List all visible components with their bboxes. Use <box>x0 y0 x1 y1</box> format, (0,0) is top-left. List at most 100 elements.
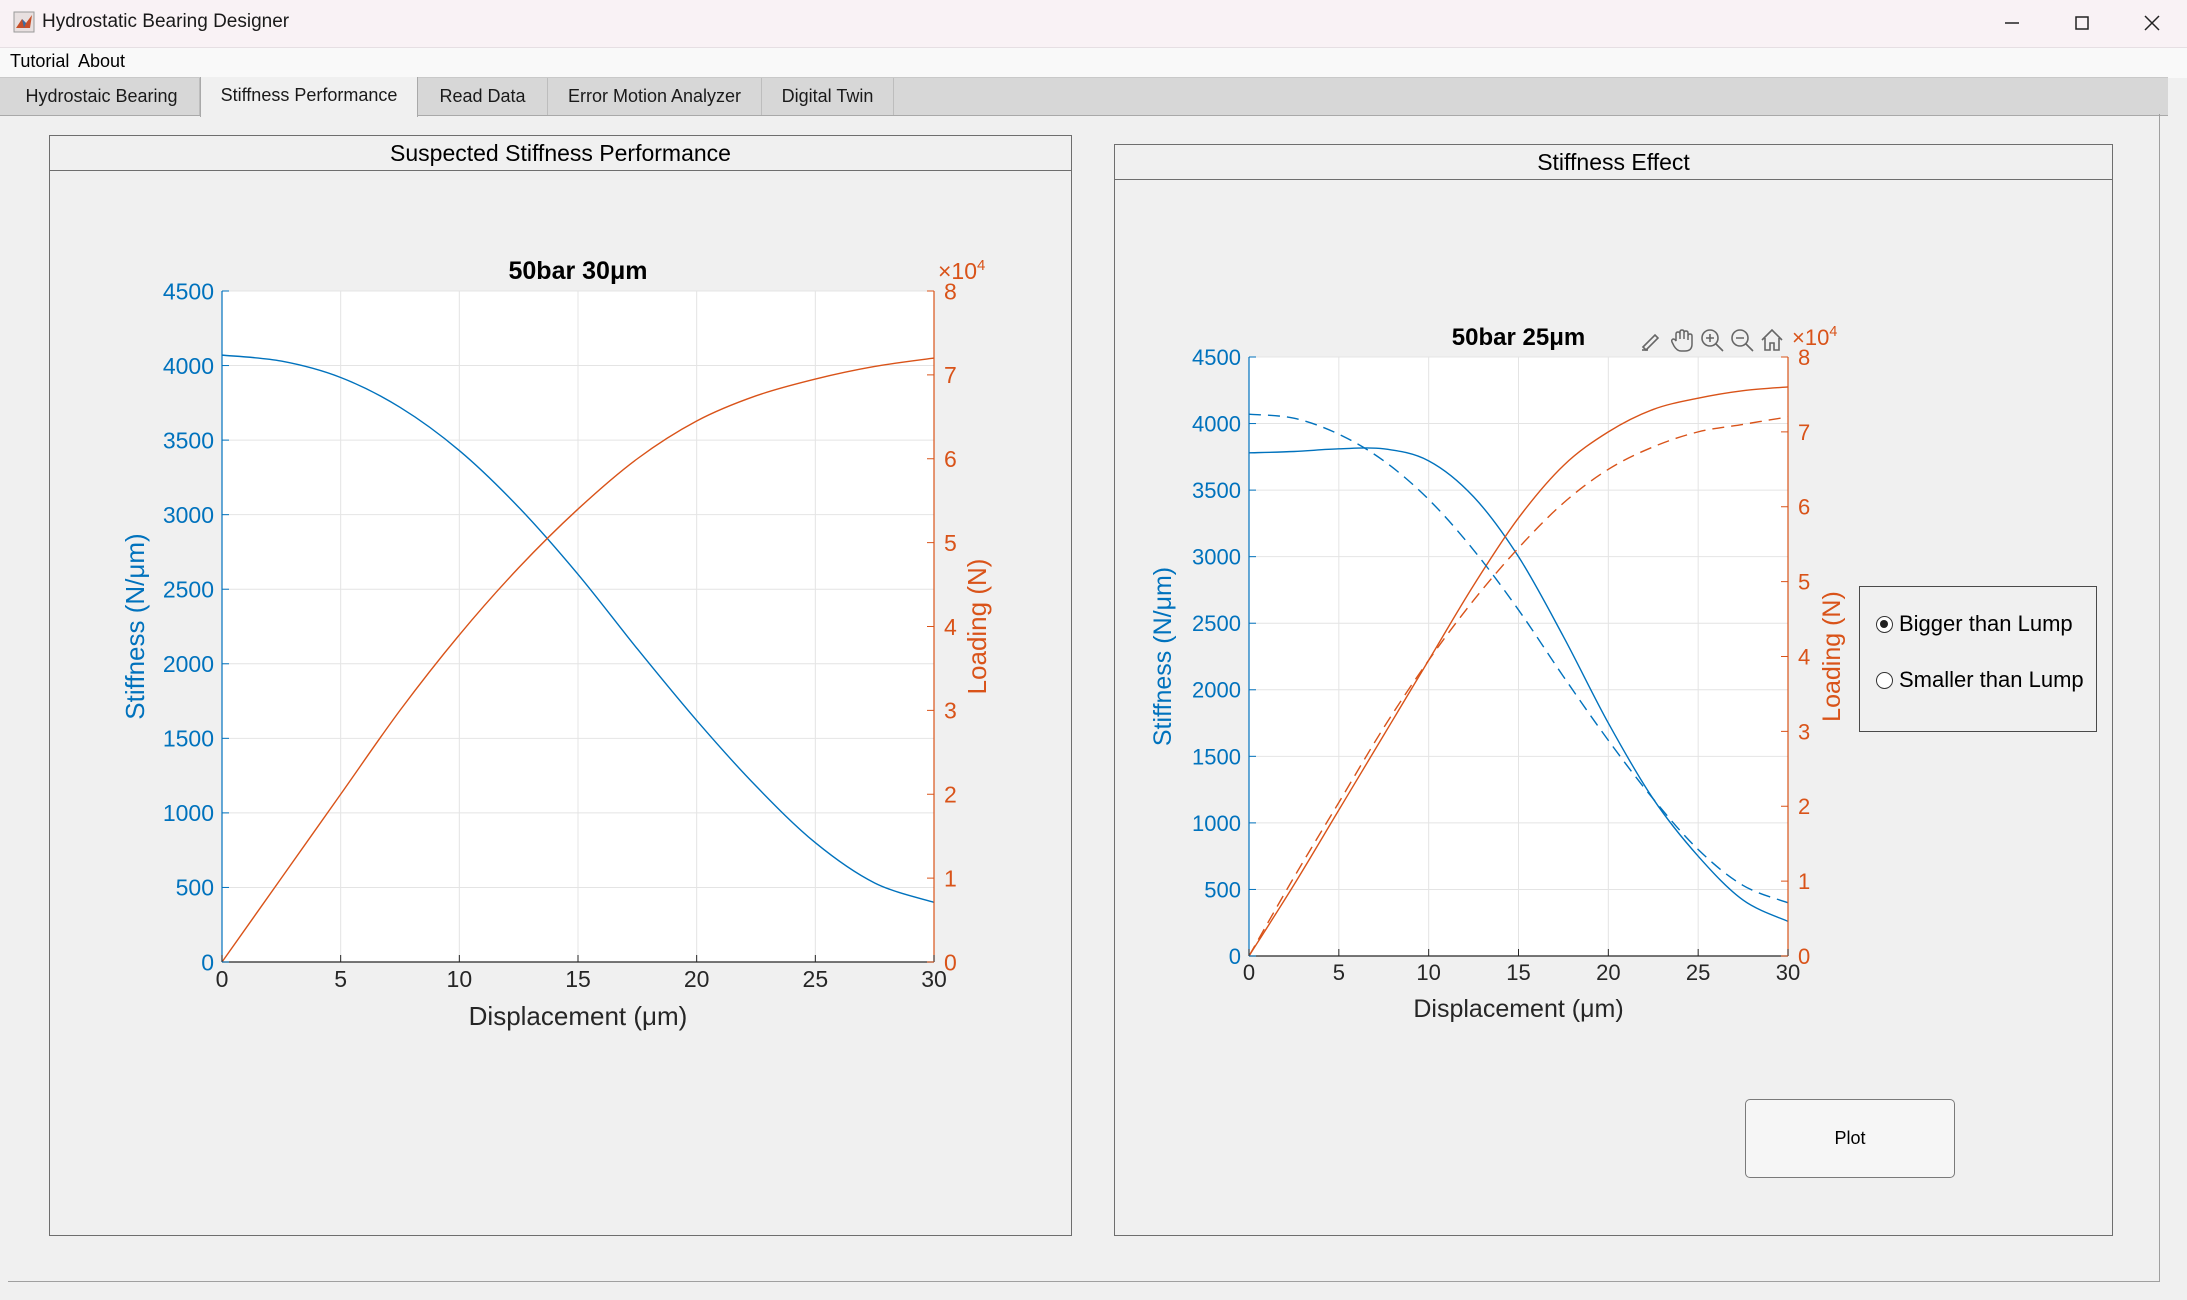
chart-title: 50bar 30μm <box>509 257 648 285</box>
x-tick-label: 25 <box>1686 960 1710 985</box>
tab-digital-twin[interactable]: Digital Twin <box>762 78 894 115</box>
tab-content <box>8 114 2160 1282</box>
left-y-tick-label: 0 <box>201 949 214 975</box>
radio-smaller-than-lump[interactable]: Smaller than Lump <box>1876 667 2084 693</box>
right-y-axis-label: Loading (N) <box>1818 591 1846 722</box>
right-y-tick-label: 0 <box>944 949 957 975</box>
radio-label: Smaller than Lump <box>1899 667 2084 692</box>
right-y-tick-label: 1 <box>944 865 957 891</box>
left-y-tick-label: 3000 <box>163 502 214 528</box>
radio-bigger-than-lump[interactable]: Bigger than Lump <box>1876 611 2073 637</box>
right-y-tick-label: 5 <box>944 530 957 556</box>
close-icon <box>2144 15 2160 31</box>
lump-radio-group: Bigger than Lump Smaller than Lump <box>1859 586 2097 732</box>
right-y-axis-label: Loading (N) <box>962 559 992 695</box>
x-tick-label: 30 <box>921 966 947 992</box>
tab-stiffness-performance[interactable]: Stiffness Performance <box>200 77 418 117</box>
left-y-tick-label: 3500 <box>1192 478 1241 503</box>
maximize-button[interactable] <box>2047 0 2117 46</box>
right-panel-title: Stiffness Effect <box>1115 145 2112 180</box>
x-tick-label: 5 <box>1333 960 1345 985</box>
plot-button[interactable]: Plot <box>1745 1099 1955 1178</box>
right-y-tick-label: 8 <box>1798 345 1810 370</box>
left-y-tick-label: 4500 <box>163 278 214 304</box>
menu-tutorial[interactable]: Tutorial <box>10 51 70 71</box>
window-title: Hydrostatic Bearing Designer <box>42 11 290 32</box>
left-y-tick-label: 2500 <box>163 577 214 603</box>
left-y-axis-label: Stiffness (N/μm) <box>120 533 150 719</box>
right-y-tick-label: 7 <box>944 362 957 388</box>
x-tick-label: 10 <box>447 966 473 992</box>
tab-read-data[interactable]: Read Data <box>418 78 548 115</box>
left-y-tick-label: 0 <box>1229 944 1241 969</box>
left-y-tick-label: 2000 <box>1192 678 1241 703</box>
x-tick-label: 0 <box>1243 960 1255 985</box>
tab-error-motion-analyzer[interactable]: Error Motion Analyzer <box>548 78 762 115</box>
matlab-icon <box>13 11 35 33</box>
right-y-tick-label: 2 <box>1798 794 1810 819</box>
right-y-tick-label: 8 <box>944 278 957 304</box>
right-y-tick-label: 2 <box>944 782 957 808</box>
menu-about[interactable]: About <box>78 51 126 71</box>
title-bar: Hydrostatic Bearing Designer <box>0 0 2187 48</box>
left-y-tick-label: 2500 <box>1192 611 1241 636</box>
minimize-icon <box>2005 22 2019 24</box>
left-y-tick-label: 1500 <box>1192 744 1241 769</box>
loading-series-line <box>1248 386 1789 957</box>
x-tick-label: 30 <box>1776 960 1800 985</box>
radio-selected-indicator <box>1876 615 1893 633</box>
x-tick-label: 15 <box>1506 960 1530 985</box>
stiffness-series-line <box>221 354 935 904</box>
left-y-tick-label: 4000 <box>163 353 214 379</box>
left-y-tick-label: 1000 <box>163 800 214 826</box>
right-axis-exponent: ×104 <box>1792 324 1837 350</box>
left-y-tick-label: 1500 <box>163 726 214 752</box>
left-y-tick-label: 500 <box>1204 877 1241 902</box>
loading-series-line <box>1248 416 1789 957</box>
left-y-axis-label: Stiffness (N/μm) <box>1149 567 1177 746</box>
stiffness-series-line <box>1248 447 1789 923</box>
zoom-in-icon[interactable] <box>1698 326 1726 354</box>
pan-icon[interactable] <box>1668 326 1696 354</box>
x-axis-label: Displacement (μm) <box>1413 995 1623 1023</box>
left-y-tick-label: 1000 <box>1192 811 1241 836</box>
right-y-tick-label: 4 <box>1798 644 1810 669</box>
x-tick-label: 10 <box>1416 960 1440 985</box>
right-y-tick-label: 5 <box>1798 570 1810 595</box>
radio-unselected-indicator <box>1876 671 1893 689</box>
home-icon[interactable] <box>1758 326 1786 354</box>
left-y-tick-label: 3000 <box>1192 545 1241 570</box>
right-axis-exponent: ×104 <box>938 257 985 284</box>
close-button[interactable] <box>2117 0 2187 46</box>
right-y-tick-label: 6 <box>944 446 957 472</box>
right-y-tick-label: 3 <box>944 698 957 724</box>
axes-toolbar <box>1638 326 1786 356</box>
left-y-tick-label: 2000 <box>163 651 214 677</box>
left-y-tick-label: 4500 <box>1192 345 1241 370</box>
x-tick-label: 20 <box>684 966 710 992</box>
minimize-button[interactable] <box>1977 0 2047 46</box>
tab-hydrostatic-bearing[interactable]: Hydrostaic Bearing <box>4 78 200 115</box>
brush-icon[interactable] <box>1638 326 1666 354</box>
zoom-out-icon[interactable] <box>1728 326 1756 354</box>
loading-series-line <box>221 357 935 963</box>
radio-label: Bigger than Lump <box>1899 611 2073 636</box>
right-y-tick-label: 1 <box>1798 869 1810 894</box>
stiffness-series-line <box>1248 413 1789 904</box>
left-y-tick-label: 500 <box>176 875 214 901</box>
right-y-tick-label: 4 <box>944 614 957 640</box>
right-y-tick-label: 3 <box>1798 719 1810 744</box>
maximize-icon <box>2075 16 2089 30</box>
left-panel-title: Suspected Stiffness Performance <box>50 136 1071 171</box>
right-y-tick-label: 7 <box>1798 420 1810 445</box>
left-y-tick-label: 3500 <box>163 427 214 453</box>
x-tick-label: 20 <box>1596 960 1620 985</box>
tab-strip: Hydrostaic Bearing Stiffness Performance… <box>0 77 2168 117</box>
x-tick-label: 5 <box>334 966 347 992</box>
x-tick-label: 25 <box>803 966 829 992</box>
menu-bar: Tutorial About <box>0 48 2187 78</box>
right-y-tick-label: 0 <box>1798 944 1810 969</box>
left-y-tick-label: 4000 <box>1192 411 1241 436</box>
